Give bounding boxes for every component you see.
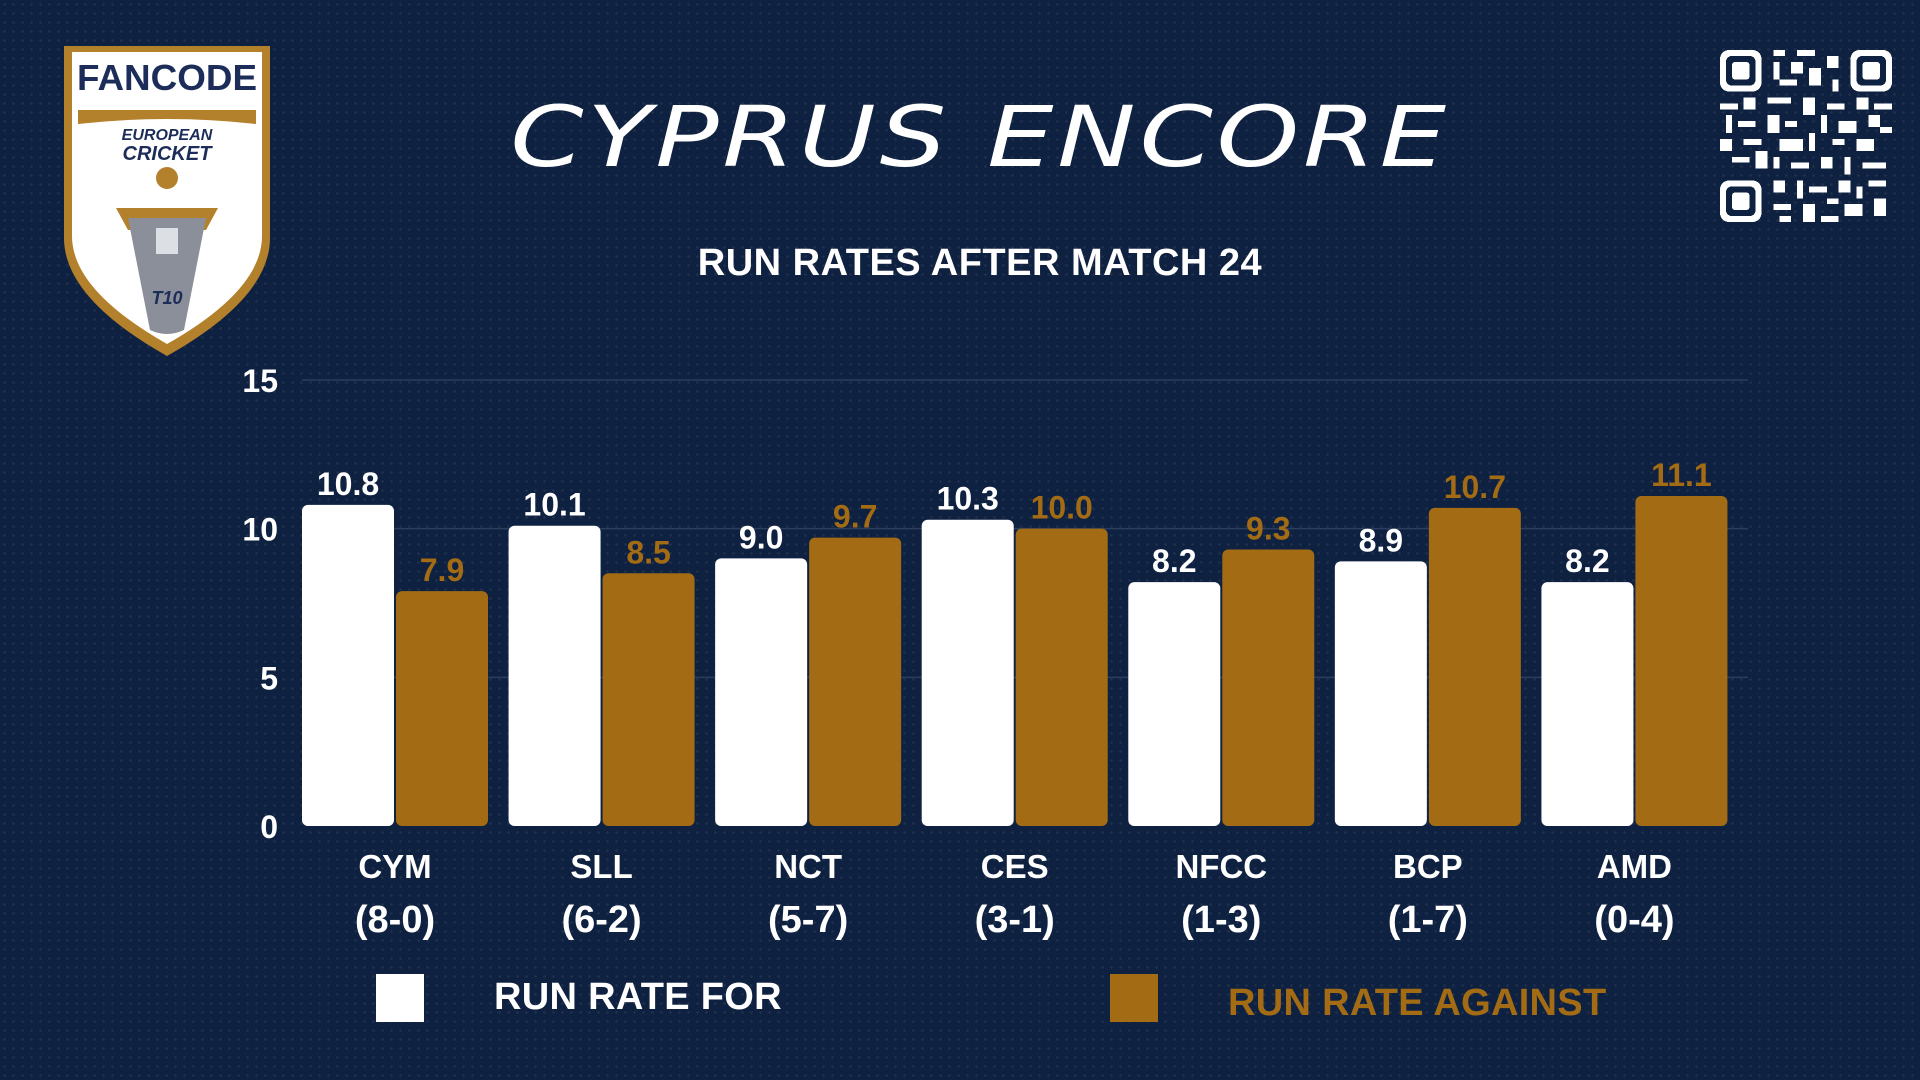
page-title: CYPRUS ENCORE [510, 88, 1450, 186]
bar-run-rate-for [508, 525, 601, 826]
logo-brand-text: FANCODE [77, 57, 257, 98]
bar-run-rate-against [809, 537, 902, 826]
data-label: 10.1 [523, 487, 585, 523]
data-label: 9.0 [739, 519, 783, 555]
data-label: 8.2 [1152, 543, 1196, 579]
data-label: 7.9 [420, 552, 464, 588]
y-tick-label: 15 [242, 363, 278, 399]
data-label: 8.9 [1359, 522, 1403, 558]
x-record-label: (6-2) [561, 899, 641, 941]
y-tick-label: 5 [260, 660, 278, 696]
data-label: 8.5 [626, 534, 670, 570]
x-category-label: AMD [1597, 848, 1672, 885]
data-label: 10.7 [1444, 469, 1506, 505]
x-record-label: (0-4) [1594, 899, 1674, 941]
data-label: 10.3 [937, 481, 999, 517]
bar-run-rate-for [715, 558, 808, 826]
bar-run-rate-against [1222, 549, 1315, 826]
bar-run-rate-for [302, 504, 394, 826]
x-category-label: BCP [1393, 848, 1463, 885]
data-label: 10.0 [1031, 490, 1093, 526]
x-category-label: SLL [570, 848, 632, 885]
chart-subtitle: RUN RATES AFTER MATCH 24 [697, 242, 1263, 284]
data-label: 11.1 [1651, 457, 1712, 493]
x-category-label: CYM [358, 848, 431, 885]
bar-run-rate-for [921, 519, 1014, 826]
x-category-label: CES [981, 848, 1049, 885]
data-label: 8.2 [1565, 543, 1609, 579]
bar-run-rate-against [1635, 495, 1728, 826]
bar-run-rate-for [1541, 582, 1634, 826]
shield-logo-graphic: FANCODE EUROPEAN CRICKET T10 [64, 46, 270, 356]
fancode-european-cricket-logo: FANCODE EUROPEAN CRICKET T10 [56, 38, 278, 360]
x-category-label: NCT [774, 848, 842, 885]
data-label: 9.3 [1246, 510, 1290, 546]
x-record-label: (1-3) [1181, 899, 1261, 941]
bar-run-rate-against [1015, 528, 1108, 826]
y-tick-label: 10 [242, 512, 278, 548]
logo-line2-text: CRICKET [123, 143, 214, 165]
qr-code[interactable] [1720, 50, 1892, 222]
bar-run-rate-for [1128, 582, 1221, 826]
logo-line1-text: EUROPEAN [122, 127, 213, 144]
bar-run-rate-against [396, 591, 488, 826]
x-record-label: (3-1) [975, 899, 1055, 941]
x-category-label: NFCC [1175, 848, 1267, 885]
x-record-label: (1-7) [1388, 899, 1468, 941]
bar-run-rate-for [1334, 561, 1427, 826]
y-tick-label: 0 [260, 809, 278, 845]
logo-badge-text: T10 [151, 288, 182, 308]
legend-label-against: RUN RATE AGAINST [1228, 982, 1607, 1024]
qr-code-graphic [1720, 50, 1892, 222]
legend-label-for: RUN RATE FOR [494, 976, 782, 1018]
x-record-label: (5-7) [768, 899, 848, 941]
legend-swatch-against [1110, 974, 1158, 1022]
bar-run-rate-against [1428, 507, 1521, 826]
x-record-label: (8-0) [355, 899, 435, 941]
data-label: 9.7 [833, 499, 877, 535]
bar-run-rate-against [602, 573, 695, 826]
legend-swatch-for [376, 974, 424, 1022]
data-label: 10.8 [317, 466, 379, 502]
